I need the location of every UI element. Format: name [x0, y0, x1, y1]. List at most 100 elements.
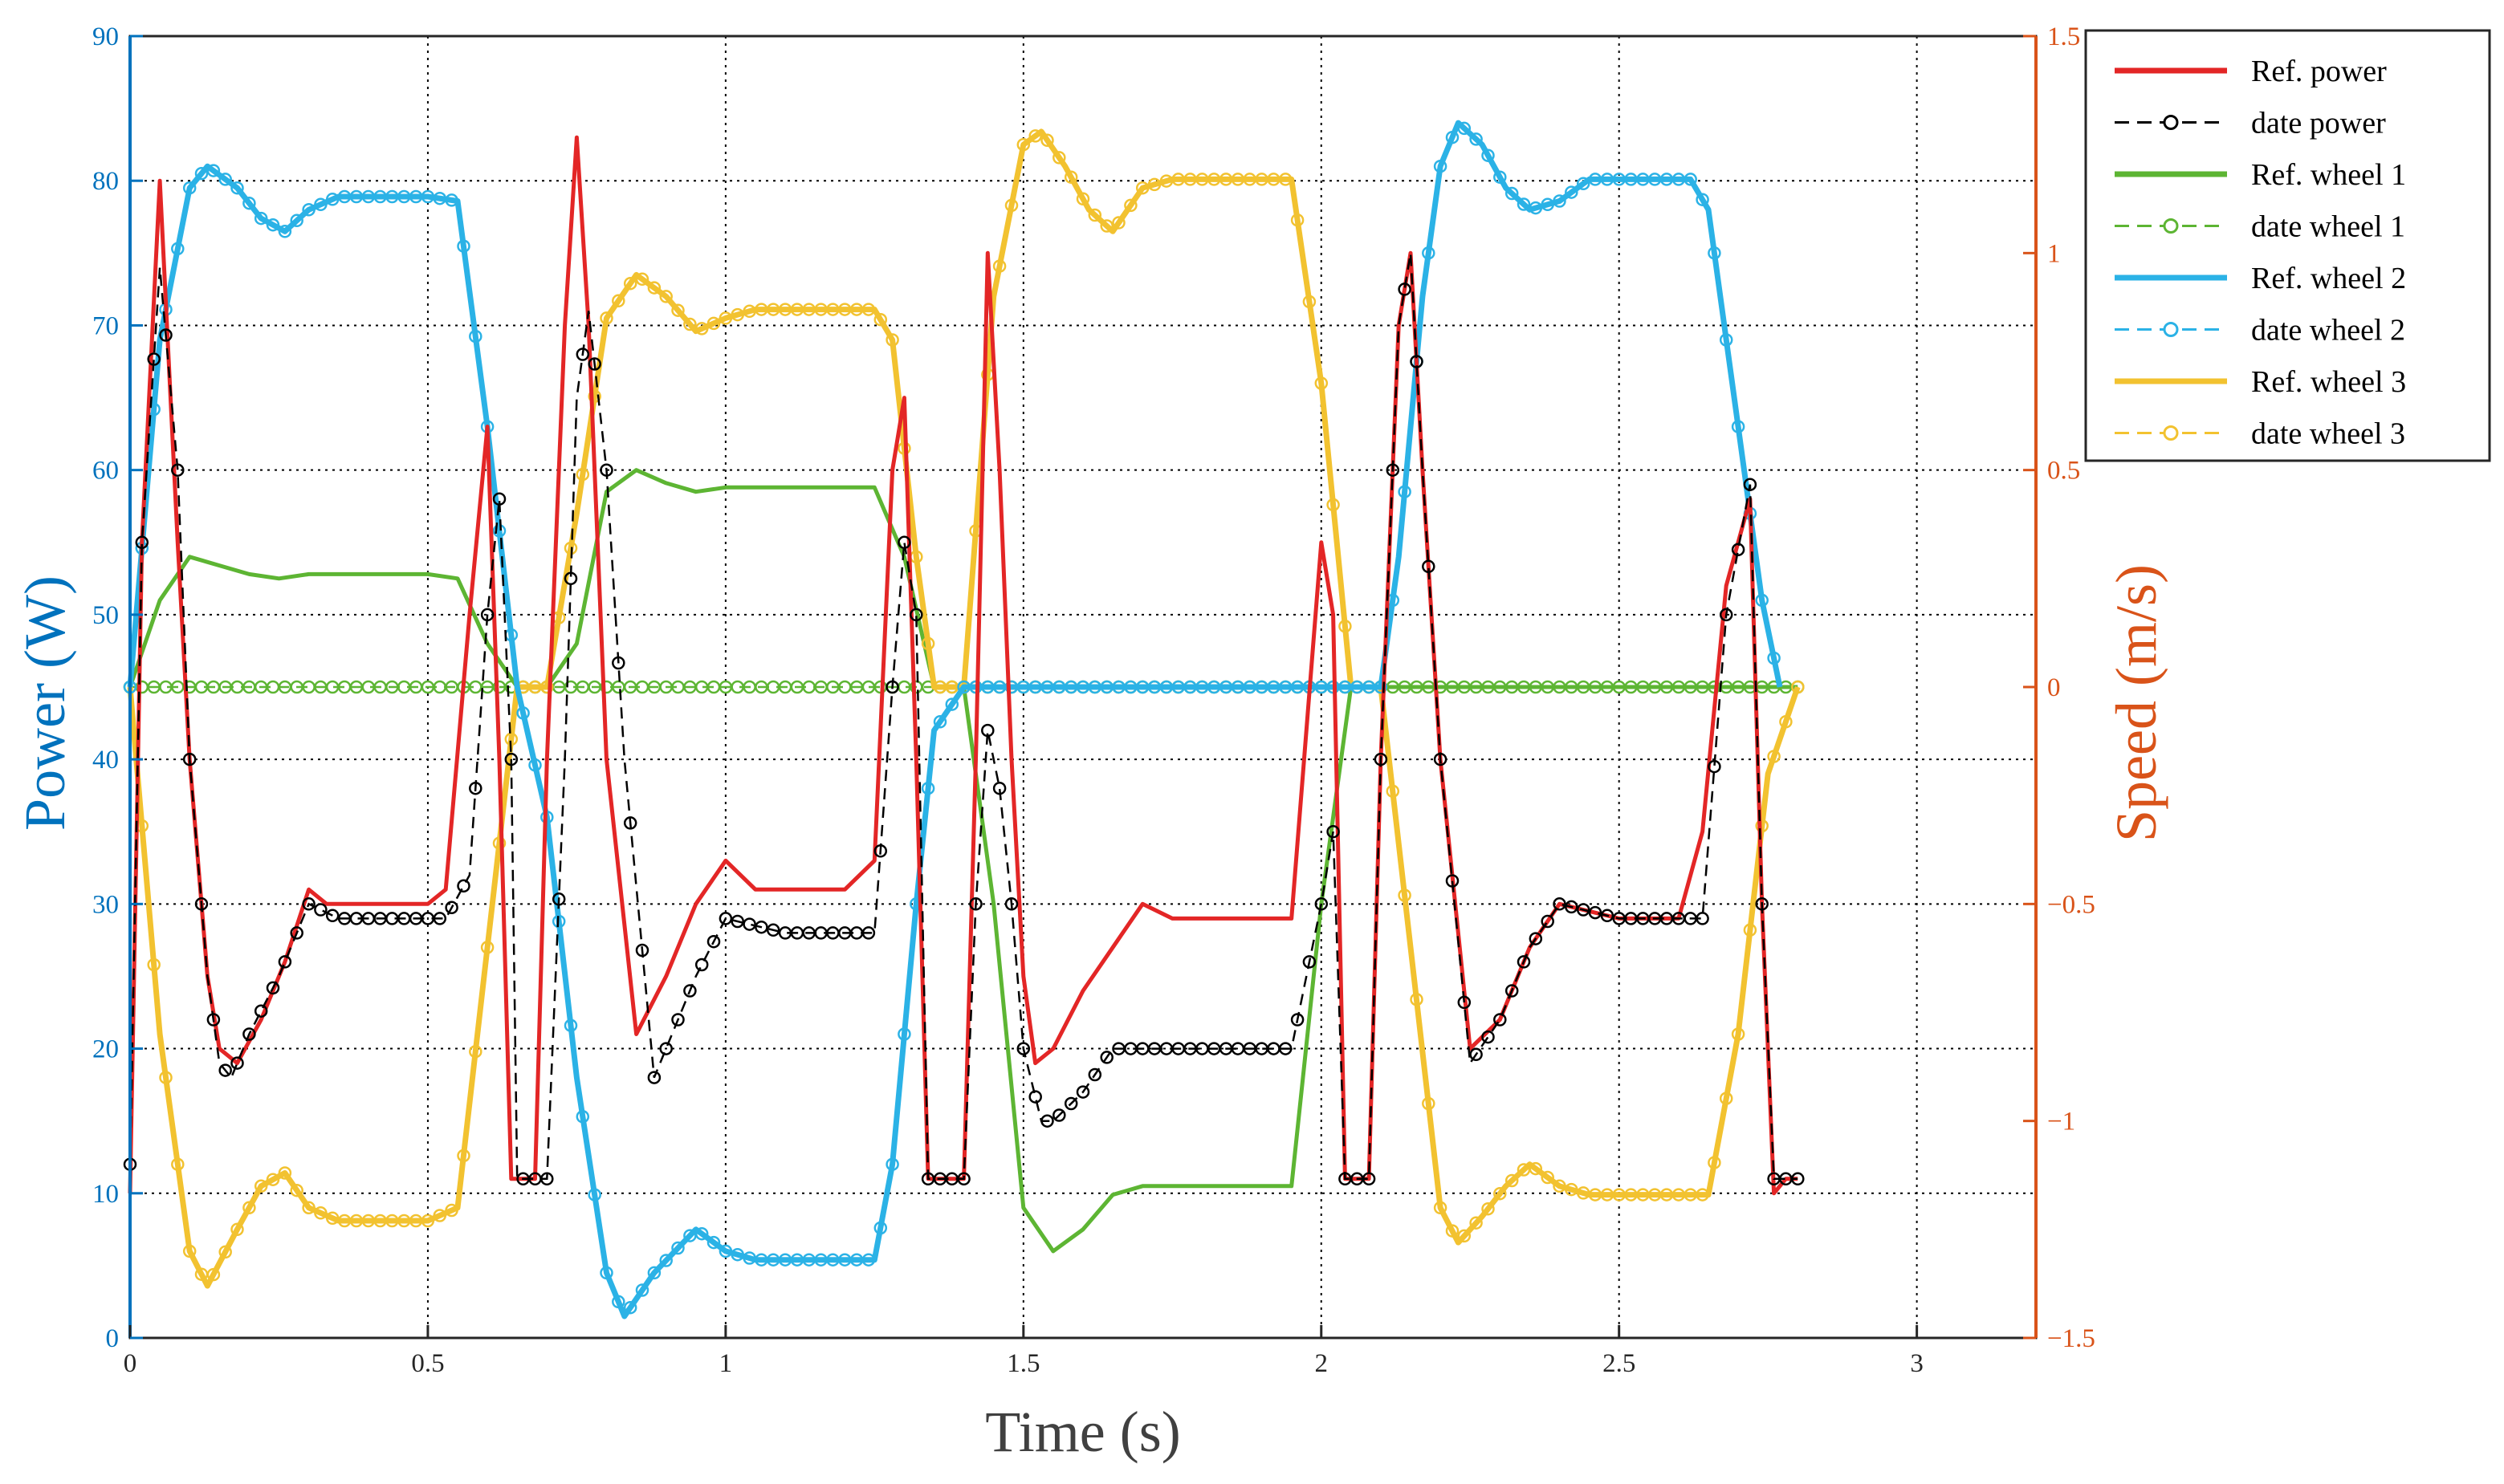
data-point [992, 259, 1007, 273]
data-point [1493, 170, 1507, 184]
data-point [1696, 193, 1709, 206]
data-point [242, 1027, 256, 1041]
data-point [1481, 148, 1495, 162]
data-point [314, 903, 328, 917]
data-point [1302, 295, 1317, 309]
data-point [290, 1183, 303, 1197]
data-point [314, 1206, 328, 1220]
data-point [254, 1004, 268, 1018]
data-point [1504, 984, 1519, 998]
data-point [1457, 1229, 1472, 1243]
data-point [1016, 1042, 1031, 1055]
data-point [600, 311, 613, 325]
data-point [1493, 1186, 1507, 1201]
data-point [182, 1244, 197, 1258]
data-point [445, 1203, 458, 1218]
data-point [921, 781, 935, 795]
legend-marker [2163, 218, 2179, 234]
data-point [861, 303, 876, 316]
data-point [981, 723, 995, 738]
data-point [635, 1283, 649, 1297]
data-point [1791, 680, 1805, 694]
data-point [719, 311, 733, 325]
legend-label: Ref. power [2251, 55, 2387, 88]
data-point [1553, 194, 1566, 208]
data-point [159, 1071, 173, 1084]
legend-label: date power [2251, 107, 2386, 140]
data-point [266, 981, 280, 995]
data-point [576, 467, 590, 482]
data-point [683, 984, 697, 998]
data-point [254, 1179, 268, 1193]
data-point [1553, 1179, 1566, 1193]
data-point [719, 1244, 733, 1258]
data-point [1708, 1156, 1721, 1169]
data-point [945, 697, 959, 711]
legend-entry: date power [2115, 107, 2386, 140]
data-point [492, 492, 507, 506]
data-point [647, 281, 662, 295]
data-point [1553, 897, 1566, 911]
x-tick-label: 2.5 [1602, 1349, 1635, 1378]
data-point [504, 752, 519, 766]
legend-marker [2163, 115, 2179, 130]
data-point [1076, 192, 1090, 206]
data-point [886, 333, 899, 347]
legend-marker [2163, 425, 2179, 441]
data-point [421, 1214, 435, 1228]
right-y-axis-title: Speed (m/s) [2104, 564, 2168, 842]
data-point [1529, 201, 1543, 215]
data-point [171, 242, 185, 256]
legend-entry: Ref. wheel 2 [2115, 262, 2406, 295]
data-point [302, 203, 316, 217]
data-point [1481, 1030, 1495, 1044]
data-point [1791, 1172, 1805, 1186]
x-tick-label: 2 [1315, 1349, 1329, 1378]
data-point [659, 1042, 673, 1055]
data-point [218, 1063, 232, 1077]
data-point [969, 897, 983, 911]
data-point [147, 352, 161, 366]
data-point [731, 914, 744, 929]
data-point [1374, 680, 1388, 694]
data-point [861, 926, 876, 940]
data-point [1422, 559, 1435, 574]
data-point [1076, 1085, 1090, 1099]
data-point [635, 272, 649, 287]
data-point [325, 193, 340, 206]
data-point [1529, 1161, 1543, 1176]
data-point [552, 892, 566, 906]
data-point [1398, 283, 1411, 296]
legend-entry: Ref. power [2115, 55, 2387, 88]
x-tick-label: 3 [1910, 1349, 1924, 1378]
data-point [171, 1157, 185, 1171]
data-point [182, 752, 197, 766]
data-point [671, 1013, 685, 1027]
data-point [1743, 478, 1757, 491]
data-point [469, 329, 482, 344]
data-point [706, 316, 721, 331]
right-y-tick-label: 0.5 [2047, 457, 2080, 486]
left-y-tick-label: 70 [92, 311, 119, 340]
data-point [957, 1172, 971, 1186]
data-point [719, 912, 733, 925]
data-point [1433, 752, 1447, 766]
data-point [1755, 819, 1769, 833]
data-point [755, 920, 768, 934]
data-point [1743, 923, 1757, 937]
data-point [1278, 173, 1293, 186]
data-point [302, 897, 316, 911]
data-point [314, 197, 328, 212]
data-point [528, 758, 542, 772]
data-point [612, 1295, 625, 1309]
data-point [1469, 1216, 1483, 1230]
legend-label: date wheel 3 [2251, 417, 2405, 451]
data-point [206, 164, 221, 177]
data-point [886, 1157, 899, 1171]
data-point [1326, 824, 1340, 839]
data-point [1386, 463, 1400, 477]
left-y-tick-label: 40 [92, 746, 119, 775]
data-point [647, 1266, 662, 1280]
x-tick-label: 1.5 [1007, 1349, 1040, 1378]
data-point [1124, 198, 1138, 213]
